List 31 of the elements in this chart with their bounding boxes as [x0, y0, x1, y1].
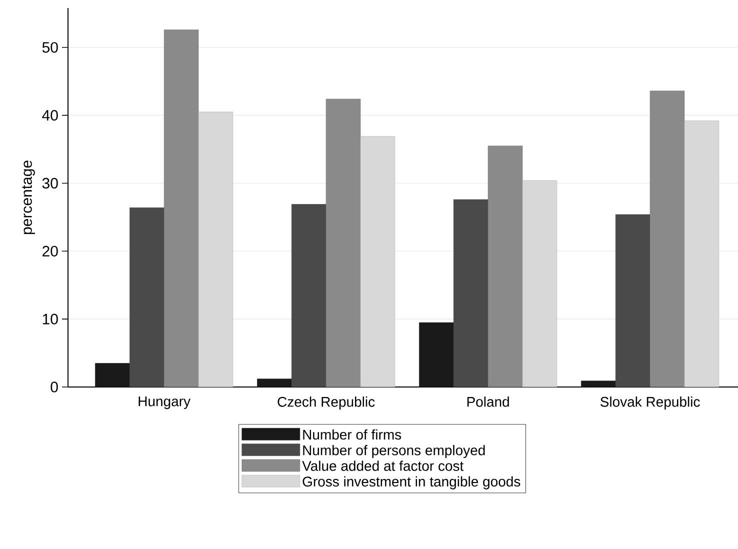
- legend-label: Gross investment in tangible goods: [302, 476, 520, 490]
- bar: [326, 98, 361, 387]
- legend-label: Number of persons employed: [303, 444, 485, 458]
- y-tick-label: 20: [42, 246, 58, 256]
- bar: [95, 363, 130, 387]
- legend-label: Value added at factor cost: [302, 460, 464, 471]
- bar: [198, 112, 234, 387]
- legend-label: Number of firms: [303, 429, 402, 440]
- bar: [488, 146, 523, 387]
- x-tick-label: Slovak Republic: [600, 396, 700, 410]
- y-tick-label: 10: [42, 314, 58, 324]
- bar: [522, 180, 558, 387]
- bar: [615, 214, 650, 387]
- y-axis-title: percentage: [22, 160, 35, 234]
- y-tick-label: 40: [42, 110, 58, 121]
- bar: [650, 90, 685, 387]
- bar: [291, 204, 326, 387]
- x-tick-label: Czech Republic: [278, 396, 375, 410]
- y-tick-label: 0: [50, 382, 58, 392]
- bar: [581, 380, 616, 387]
- y-tick-label: 30: [42, 178, 58, 189]
- bar: [257, 378, 292, 387]
- bar: [164, 30, 199, 387]
- bar: [360, 136, 396, 387]
- bar: [453, 199, 488, 387]
- y-tick-label: 50: [42, 42, 58, 53]
- bar: [129, 208, 164, 387]
- bar: [684, 120, 720, 387]
- x-tick-label: Poland: [467, 396, 509, 407]
- x-tick-label: Hungary: [138, 396, 190, 410]
- bar: [419, 322, 454, 387]
